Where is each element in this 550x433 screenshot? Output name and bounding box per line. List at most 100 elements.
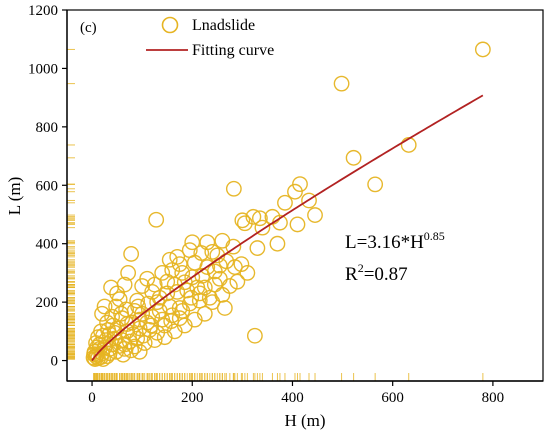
scatter-point xyxy=(277,194,293,211)
scatter-point xyxy=(246,327,263,344)
equation-text: L=3.16*H0.85 xyxy=(345,229,445,253)
panel-label: (c) xyxy=(80,20,97,36)
scatter-point xyxy=(103,279,119,296)
scatter-point xyxy=(131,343,148,360)
scatter-point xyxy=(101,345,118,362)
scatter-point xyxy=(156,329,173,346)
r-squared-prefix: R xyxy=(345,264,358,285)
fitting-curve xyxy=(91,94,484,362)
scatter-point xyxy=(199,259,216,275)
scatter-point xyxy=(143,317,160,334)
scatter-point xyxy=(105,317,122,334)
scatter-point xyxy=(126,338,143,355)
scatter-point xyxy=(181,295,198,312)
scatter-point xyxy=(94,305,110,322)
scatter-point xyxy=(130,298,147,315)
scatter-point xyxy=(474,41,491,58)
scatter-point xyxy=(116,336,133,353)
scatter-point xyxy=(345,149,362,166)
y-tick-label: 200 xyxy=(36,295,59,311)
scatter-point xyxy=(125,326,142,343)
scatter-point xyxy=(289,216,306,233)
x-axis-ticks: 0 200 400 600 800 xyxy=(88,381,504,406)
legend-label-fitting-curve: Fitting curve xyxy=(192,42,274,59)
scatter-point xyxy=(225,180,242,197)
scatter-point xyxy=(118,301,135,318)
scatter-points xyxy=(85,41,491,367)
equation-annotation: L=3.16*H0.85 R2=0.87 xyxy=(345,229,445,285)
scatter-point xyxy=(301,192,317,209)
legend-marker-landslide xyxy=(161,16,179,34)
x-axis-title: H (m) xyxy=(284,411,325,430)
scatter-point xyxy=(196,279,213,296)
x-tick-label: 800 xyxy=(482,390,505,406)
scatter-point xyxy=(206,276,223,293)
scatter-point xyxy=(176,274,193,291)
r-squared-text: R2=0.87 xyxy=(345,261,408,285)
scatter-point xyxy=(86,346,102,363)
scatter-point xyxy=(161,251,178,268)
y-tick-label: 400 xyxy=(36,237,59,253)
scatter-point xyxy=(109,285,126,302)
scatter-point xyxy=(226,259,243,275)
scatter-point xyxy=(307,207,323,223)
scatter-point xyxy=(159,273,176,290)
scatter-point xyxy=(234,212,251,229)
scatter-point xyxy=(135,327,152,344)
fitting-curve-layer xyxy=(91,94,484,362)
equation-main: L=3.16*H xyxy=(345,232,424,253)
scatter-point xyxy=(151,302,168,319)
scatter-point xyxy=(113,305,130,322)
scatter-point xyxy=(186,311,203,328)
r-squared-superscript: 2 xyxy=(358,261,364,275)
scatter-point xyxy=(183,289,200,306)
scatter-point xyxy=(236,215,253,232)
legend-label-landslide: Lnadslide xyxy=(192,17,255,34)
scatter-point xyxy=(148,211,165,228)
y-tick-label: 600 xyxy=(36,178,59,194)
scatter-point xyxy=(100,321,116,338)
scatter-point xyxy=(216,300,233,316)
y-tick-label: 0 xyxy=(51,354,59,370)
scatter-point xyxy=(115,346,132,363)
scatter-point xyxy=(287,183,303,200)
scatter-point xyxy=(120,265,137,281)
scatter-point xyxy=(174,265,191,281)
x-tick-label: 200 xyxy=(181,390,204,406)
scatter-point xyxy=(191,285,208,302)
y-axis-ticks: 0 200 400 600 800 1000 1200 xyxy=(28,3,67,370)
scatter-point xyxy=(333,75,350,92)
scatter-point xyxy=(171,300,188,316)
scatter-point xyxy=(116,340,133,357)
legend: Lnadslide Fitting curve xyxy=(146,16,274,59)
y-tick-label: 1200 xyxy=(28,3,58,19)
scatter-point xyxy=(254,219,271,236)
x-tick-label: 600 xyxy=(381,390,404,406)
scatter-point xyxy=(96,298,113,315)
scatter-point xyxy=(239,265,256,281)
scatter-point xyxy=(225,238,242,255)
rug-layer xyxy=(67,48,484,381)
y-tick-label: 800 xyxy=(36,120,59,136)
scatter-point xyxy=(211,270,228,287)
scatter-point xyxy=(204,243,221,260)
scatter-point xyxy=(249,240,266,256)
equation-exponent: 0.85 xyxy=(424,229,445,243)
scatter-point xyxy=(163,313,180,330)
scatter-point xyxy=(136,335,153,351)
y-tick-label: 1000 xyxy=(28,61,58,77)
scatter-point xyxy=(154,265,171,281)
x-tick-label: 0 xyxy=(88,390,96,406)
r-squared-value: =0.87 xyxy=(364,264,408,285)
scatter-point xyxy=(184,234,201,251)
scatter-point xyxy=(146,332,163,348)
scatter-point xyxy=(252,210,268,227)
scatter-point xyxy=(171,310,188,327)
scatter-point xyxy=(269,235,286,252)
y-axis-title: L (m) xyxy=(5,177,24,216)
scatter-point xyxy=(169,283,186,300)
x-tick-label: 400 xyxy=(281,390,304,406)
scatter-point xyxy=(123,246,140,262)
